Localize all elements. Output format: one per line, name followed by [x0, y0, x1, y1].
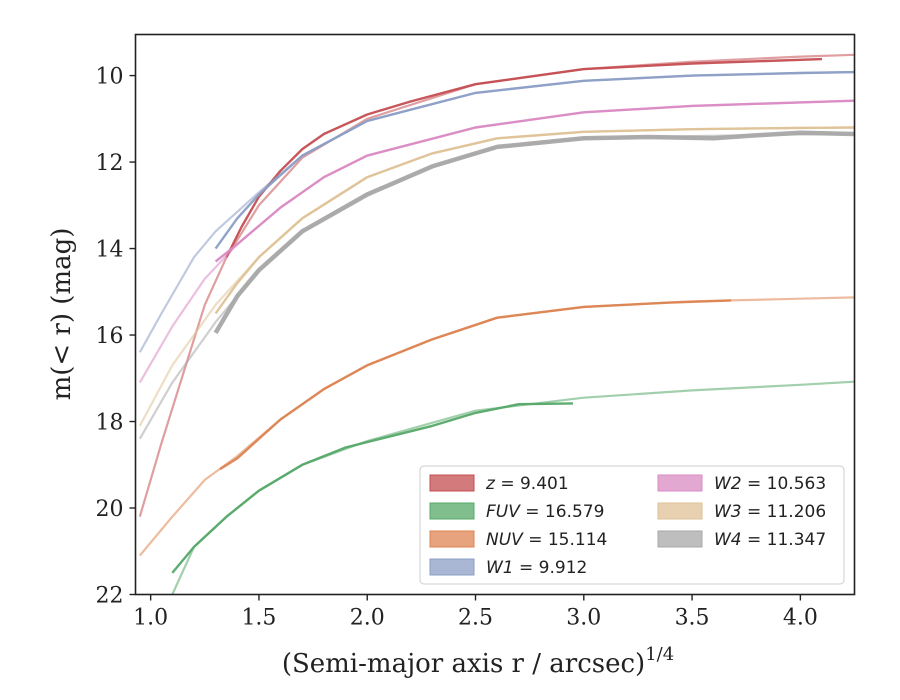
x-tick-label: 3.5 [675, 606, 710, 631]
x-tick-label: 2.5 [458, 606, 493, 631]
y-tick-label: 18 [96, 411, 124, 436]
series-w2-measured-line [214, 99, 855, 263]
series-w3-measured-line [214, 126, 855, 315]
x-tick-label: 2.0 [350, 606, 385, 631]
y-tick-label: 10 [96, 65, 124, 90]
legend-label-w1: W1 = 9.912 [486, 558, 587, 578]
legend-label-w4: W4 = 11.347 [714, 530, 826, 550]
x-axis-label: (Semi-major axis r / arcsec)1/4 [282, 644, 674, 679]
legend-swatch-w4 [657, 530, 703, 548]
y-axis-ticks: 10 12 14 16 18 20 22 [96, 65, 136, 609]
legend-swatch-w2 [657, 474, 703, 492]
x-tick-label: 3.0 [566, 606, 601, 631]
y-tick-label: 22 [96, 584, 124, 609]
legend-label-w2: W2 = 10.563 [714, 474, 826, 494]
legend: z = 9.401 FUV = 16.579 NUV = 15.114 W1 = 9.… [419, 465, 845, 585]
legend-swatch-z [429, 474, 475, 492]
x-axis-ticks: 1.0 1.5 2.0 2.5 3.0 3.5 4.0 [133, 594, 818, 631]
legend-swatch-nuv [429, 530, 475, 548]
series-fuv-measured-line [171, 402, 574, 574]
x-tick-label: 4.0 [783, 606, 818, 631]
x-tick-label: 1.5 [241, 606, 276, 631]
series-w1-measured-line [214, 70, 855, 250]
legend-label-w3: W3 = 11.206 [714, 502, 826, 522]
legend-label-fuv: FUV = 16.579 [486, 502, 604, 522]
legend-box [419, 465, 845, 585]
y-tick-label: 20 [96, 497, 124, 522]
series-layer [138, 53, 855, 595]
legend-swatch-w1 [429, 558, 475, 576]
x-axis-label-superscript: 1/4 [645, 644, 674, 665]
legend-label-z: z = 9.401 [485, 474, 569, 494]
series-z-measured-line [225, 57, 823, 258]
series-nuv-measured-line [219, 299, 732, 471]
series-w4-measured-line [213, 130, 855, 335]
y-axis-label: m(< r) (mag) [47, 228, 77, 401]
plot-frame [134, 33, 856, 596]
y-tick-label: 12 [96, 151, 124, 176]
y-tick-label: 16 [96, 324, 124, 349]
series-z-extrapolated-line [138, 53, 855, 518]
y-tick-label: 14 [96, 238, 124, 263]
x-tick-label: 1.0 [133, 606, 168, 631]
legend-swatch-fuv [429, 502, 475, 520]
x-axis-label-text: (Semi-major axis r / arcsec) [282, 649, 645, 679]
legend-label-nuv: NUV = 15.114 [486, 530, 607, 550]
legend-swatch-w3 [657, 502, 703, 520]
